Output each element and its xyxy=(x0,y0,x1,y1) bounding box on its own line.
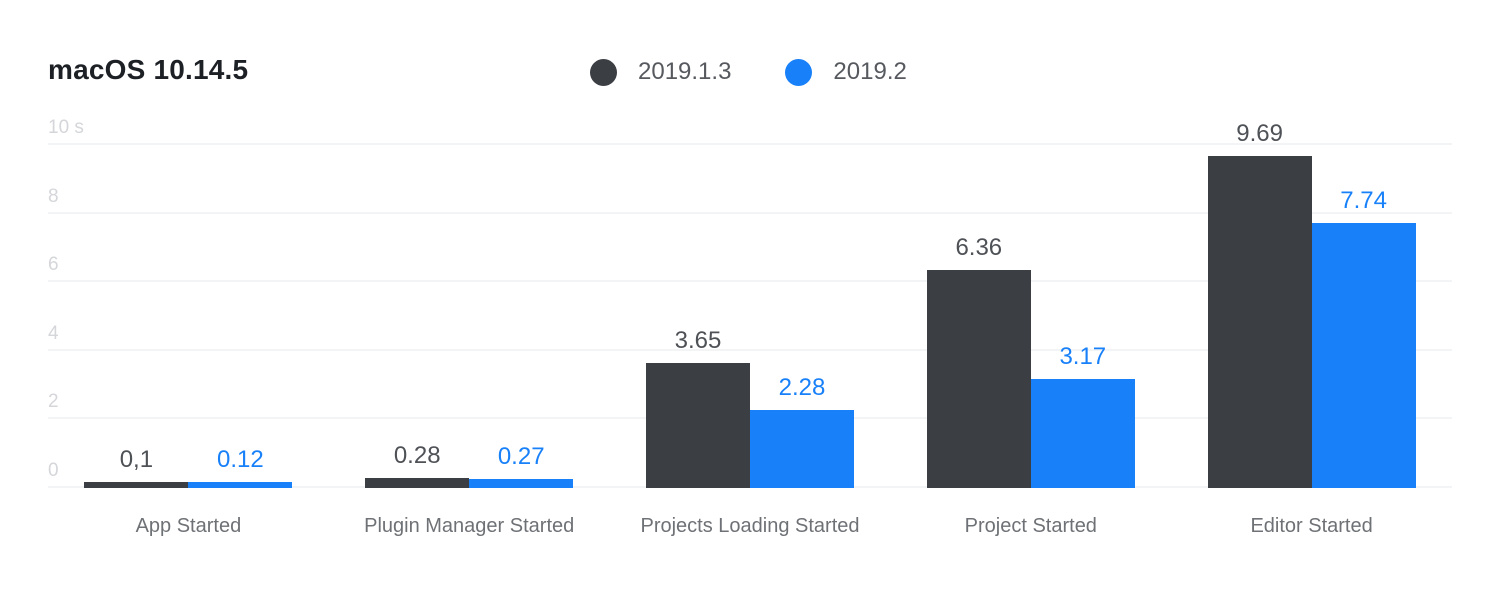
legend: 2019.1.3 2019.2 xyxy=(590,46,907,98)
bar-2019-1-3-app-started: 0,1 xyxy=(84,448,189,488)
bar-value-label: 7.74 xyxy=(1340,186,1387,214)
gridline-8 xyxy=(48,211,1452,214)
bar-value-label: 0.27 xyxy=(497,442,545,470)
x-axis-category-label: App Started xyxy=(135,515,242,537)
bar-value-label: 0.12 xyxy=(217,446,264,473)
y-axis-tick-label: 2 xyxy=(48,391,59,413)
x-axis: App Started Plugin Manager Started Project… xyxy=(48,508,1452,548)
y-axis-tick-label: 10 s xyxy=(48,117,84,138)
bar-2019-2-app-started: 0.12 xyxy=(188,448,293,488)
plot-area: 0 2 4 6 8 10 s 0,1 0.12 0.28 0.27 3.65 2.28 6.36 3.17… xyxy=(48,118,1452,488)
x-axis-category-label: Projects Loading Started xyxy=(640,515,860,537)
legend-dot-icon xyxy=(590,58,617,86)
gridline-4 xyxy=(48,348,1452,351)
bar-group-plugin-manager-started: 0.28 0.27 xyxy=(365,444,574,488)
y-axis-tick-label: 6 xyxy=(48,254,59,276)
legend-label: 2019.2 xyxy=(833,58,907,85)
bar-value-label: 0,1 xyxy=(119,446,154,473)
bar-2019-1-3-project-started: 6.36 xyxy=(926,235,1031,488)
legend-item-2019-2[interactable]: 2019.2 xyxy=(785,58,907,86)
bar-group-app-started: 0,1 0.12 xyxy=(84,448,293,488)
x-axis-category-label: Plugin Manager Started xyxy=(364,515,575,537)
chart-title: macOS 10.14.5 xyxy=(48,54,249,85)
bar-2019-2-project-started: 3.17 xyxy=(1030,345,1135,488)
y-axis-tick-label: 8 xyxy=(48,185,59,207)
bar-2019-2-editor-started: 7.74 xyxy=(1311,188,1416,488)
bar-2019-2-plugin-manager-started: 0.27 xyxy=(469,444,574,488)
bar-value-label: 6.36 xyxy=(955,233,1003,261)
gridline-6 xyxy=(48,280,1452,283)
bar-value-label: 2.28 xyxy=(778,373,826,401)
y-axis-tick-label: 4 xyxy=(48,322,59,344)
bar-group-editor-started: 9.69 7.74 xyxy=(1207,121,1416,488)
bar-value-label: 0.28 xyxy=(393,442,441,470)
bar-value-label: 3.17 xyxy=(1059,343,1107,371)
bar-2019-1-3-projects-loading-started: 3.65 xyxy=(646,328,750,488)
legend-label: 2019.1.3 xyxy=(638,58,732,85)
x-axis-category-label: Project Started xyxy=(964,515,1097,537)
x-axis-category-label: Editor Started xyxy=(1250,515,1373,537)
bar-value-label: 9.69 xyxy=(1236,119,1283,147)
bar-value-label: 3.65 xyxy=(674,326,722,354)
bar-2019-2-projects-loading-started: 2.28 xyxy=(750,375,854,488)
gridline-10 xyxy=(48,143,1452,145)
legend-item-2019-1-3[interactable]: 2019.1.3 xyxy=(590,58,731,86)
bar-2019-1-3-editor-started: 9.69 xyxy=(1207,121,1312,488)
y-axis-tick-label: 0 xyxy=(48,460,59,481)
legend-dot-icon xyxy=(785,58,813,86)
bar-group-project-started: 6.36 3.17 xyxy=(926,235,1135,488)
bar-group-projects-loading-started: 3.65 2.28 xyxy=(646,328,854,488)
bar-2019-1-3-plugin-manager-started: 0.28 xyxy=(365,444,470,488)
